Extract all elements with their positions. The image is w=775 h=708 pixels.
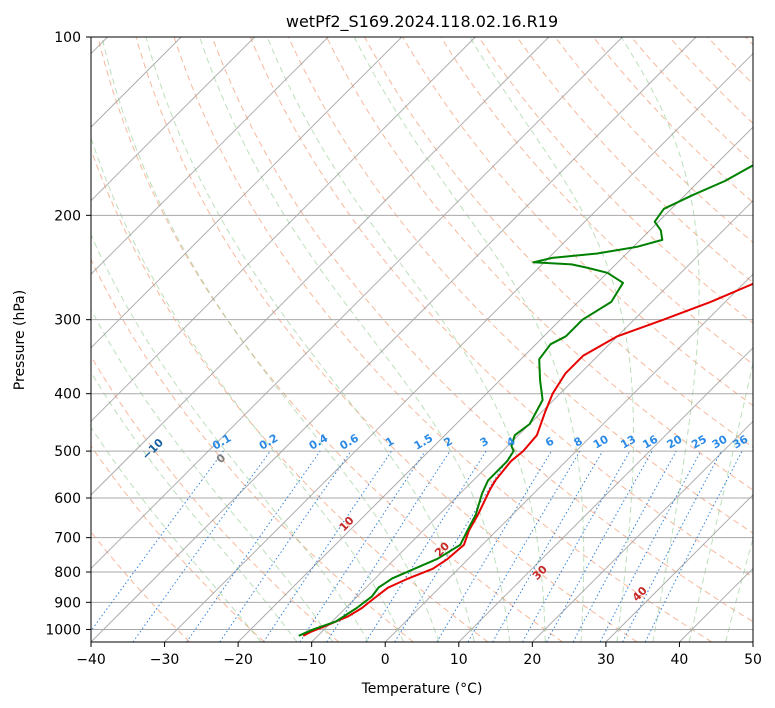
moist-adiabat-line [101, 37, 440, 642]
isotherm-line [91, 37, 329, 275]
mixing-ratio-line [644, 450, 743, 642]
isotherm-line [531, 420, 753, 642]
dry-adiabat-line [249, 37, 753, 578]
x-tick-label: −30 [150, 652, 180, 668]
y-tick-label: 700 [54, 531, 81, 547]
dry-adiabat-line [478, 37, 753, 324]
isotherm-line [311, 199, 753, 642]
x-axis-title: Temperature (°C) [361, 681, 483, 697]
x-tick-label: 40 [671, 652, 689, 668]
moist-adiabat-line [725, 536, 753, 642]
isotherm-line [237, 126, 753, 642]
moist-adiabat-line [199, 37, 511, 642]
mixing-ratio-line [522, 450, 631, 642]
mixing-ratio-line [546, 450, 653, 642]
dry-adiabat-line [135, 37, 638, 642]
x-tick-label: −10 [297, 652, 327, 668]
y-tick-label: 800 [54, 565, 81, 581]
isotherm-line [91, 37, 697, 642]
moist-adiabat-line [91, 233, 369, 642]
x-tick-label: −40 [76, 652, 106, 668]
dry-adiabat-line [630, 37, 753, 164]
y-tick-label: 300 [54, 313, 81, 329]
moist-adiabat-line [145, 37, 475, 642]
mixing-ratio-line [326, 450, 451, 642]
isotherm-line [458, 347, 753, 642]
mixing-ratio-line [186, 450, 321, 642]
dry-adiabat-line [91, 445, 265, 642]
isotherm-line [384, 273, 753, 642]
y-tick-label: 200 [54, 208, 81, 224]
plot-frame [90, 36, 754, 643]
isotherm-line [164, 52, 753, 642]
temperature-profile [302, 282, 753, 637]
isotherm-line [91, 37, 550, 496]
dry-adiabat-line [211, 37, 753, 623]
isotherm-line [605, 494, 753, 642]
dry-adiabat-line [287, 37, 753, 534]
y-tick-label: 500 [54, 444, 81, 460]
isotherm-line [91, 37, 623, 570]
isotherm-line [91, 37, 403, 349]
y-tick-label: 400 [54, 387, 81, 403]
x-tick-label: 30 [597, 652, 615, 668]
dry-adiabat-line [592, 37, 753, 204]
dry-adiabat-line [402, 37, 753, 407]
dry-adiabat-line [173, 37, 713, 642]
y-tick-label: 1000 [45, 622, 81, 638]
y-axis-title: Pressure (hPa) [12, 290, 28, 390]
plot-area [91, 37, 753, 642]
x-tick-label: 20 [523, 652, 541, 668]
y-tick-label: 900 [54, 595, 81, 611]
moist-adiabat-line [91, 371, 298, 642]
mixing-ratio-line [91, 450, 224, 632]
x-tick-label: 10 [450, 652, 468, 668]
mixing-ratio-line [299, 450, 426, 642]
mixing-ratio-line [263, 450, 392, 642]
moist-adiabat-line [91, 426, 262, 642]
dewpoint-profile [298, 164, 753, 637]
isotherm-line [91, 37, 256, 202]
chart-title: wetPf2_S169.2024.118.02.16.R19 [286, 12, 558, 32]
moist-adiabat-line [353, 37, 585, 642]
mixing-ratio-line [394, 450, 514, 642]
moist-adiabat-line [91, 136, 405, 642]
y-tick-label: 100 [54, 30, 81, 46]
moist-adiabat-line [688, 360, 753, 642]
moist-adiabat-line [620, 37, 700, 642]
axis-ticks: −40 −30 −20 −10 0 10 20 30 40 50 1000 900 800 700 600 5… [45, 30, 762, 668]
x-tick-label: 0 [381, 652, 390, 668]
x-tick-label: −20 [223, 652, 253, 668]
x-tick-label: 50 [744, 652, 762, 668]
moist-adiabat-line [91, 308, 334, 642]
mixing-ratio-line [572, 450, 677, 642]
moist-adiabat-line [266, 37, 546, 642]
mixing-ratio-line [132, 450, 271, 642]
y-tick-label: 600 [54, 491, 81, 507]
isotherm-line [91, 37, 476, 423]
mixing-ratio-line [219, 450, 352, 642]
